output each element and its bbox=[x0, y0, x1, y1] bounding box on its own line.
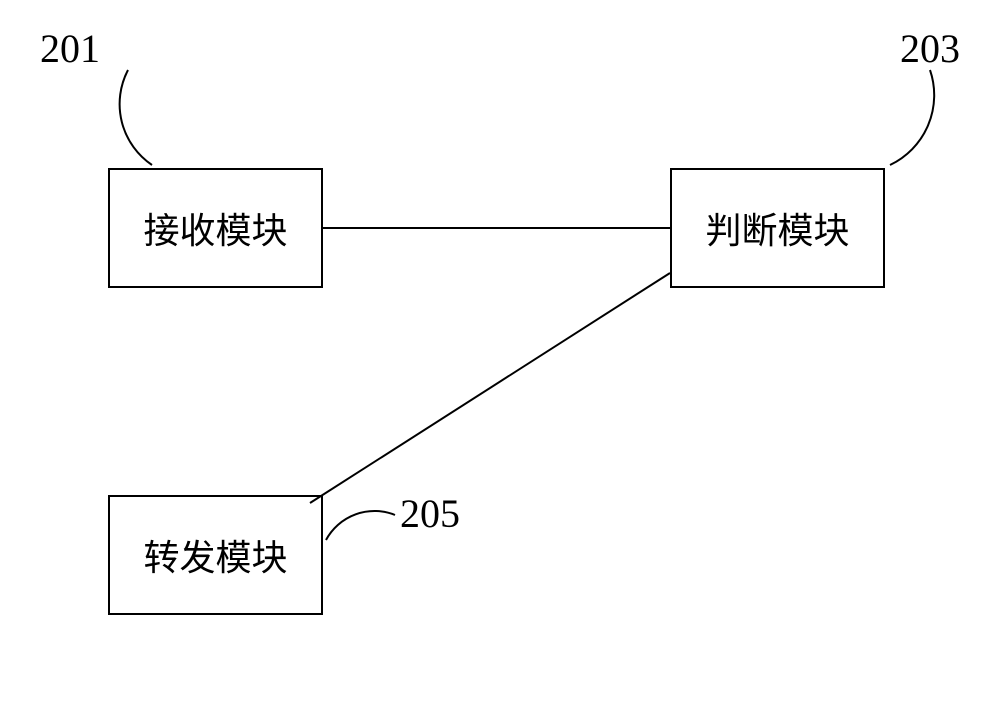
node-judge: 判断模块 bbox=[670, 168, 885, 288]
ref-label-201: 201 bbox=[40, 25, 100, 72]
node-judge-text: 判断模块 bbox=[705, 202, 849, 254]
ref-label-203: 203 bbox=[900, 25, 960, 72]
node-receive-text: 接收模块 bbox=[143, 202, 287, 254]
node-forward-text: 转发模块 bbox=[143, 529, 287, 581]
ref-label-205: 205 bbox=[400, 490, 460, 537]
node-forward: 转发模块 bbox=[108, 495, 323, 615]
diagram-canvas: 接收模块 判断模块 转发模块 201 203 205 bbox=[0, 0, 1000, 715]
node-receive: 接收模块 bbox=[108, 168, 323, 288]
